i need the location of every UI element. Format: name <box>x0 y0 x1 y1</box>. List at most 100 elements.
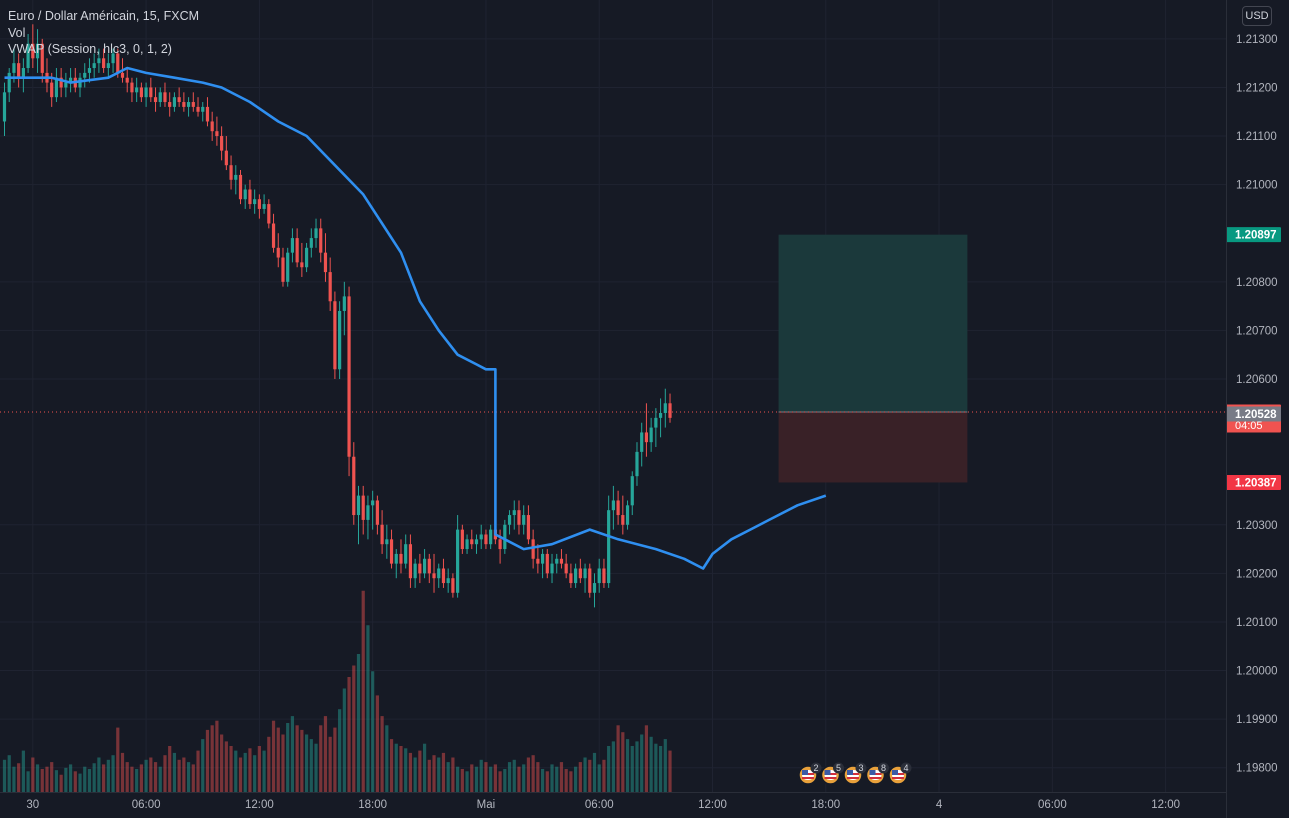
price-label-position: 1.20528 <box>1226 406 1281 422</box>
marker-count-badge <box>900 762 912 774</box>
volume-bar <box>507 762 512 792</box>
volume-bar <box>654 743 658 792</box>
volume-indicator-label[interactable]: Vol <box>8 25 26 40</box>
marker-count-badge <box>855 762 867 774</box>
volume-bar <box>35 764 40 792</box>
event-marker-0[interactable]: 2 <box>798 762 822 785</box>
candle-body <box>12 63 16 73</box>
price-axis[interactable]: 1.21300 1.21200 1.21100 1.21000 1.20800 1.207… <box>1236 34 1278 775</box>
candle-body <box>68 77 73 83</box>
candle-body <box>31 43 35 59</box>
candle-body <box>352 456 356 516</box>
price-tick-label: 1.21000 <box>1236 180 1278 192</box>
target-zone <box>778 234 968 413</box>
volume-bar <box>177 759 181 792</box>
symbol-title[interactable]: Euro / Dollar Américain, 15, FXCM <box>8 9 200 23</box>
volume-bar <box>371 671 375 792</box>
candle-body <box>597 568 601 584</box>
event-markers[interactable]: 2 5 3 8 4 <box>798 762 912 785</box>
volume-bar <box>149 757 153 792</box>
candle-body <box>484 534 488 545</box>
candle-body <box>290 238 295 253</box>
volume-bar <box>347 677 351 792</box>
candle-body <box>517 510 521 525</box>
currency-button[interactable]: USD <box>1242 6 1272 26</box>
candle-body <box>17 63 21 78</box>
marker-count-badge <box>878 762 889 774</box>
volume-bar <box>215 720 219 792</box>
volume-bar <box>602 759 606 792</box>
time-axis-divider <box>0 792 1226 793</box>
candle-body <box>224 150 228 166</box>
candle-body <box>418 563 422 574</box>
volume-bar <box>517 766 521 792</box>
candle-body <box>635 451 639 477</box>
price-label-bg <box>1226 227 1281 243</box>
position-tool[interactable] <box>0 234 1226 483</box>
volume-bar <box>437 757 441 792</box>
volume-bar <box>413 757 417 792</box>
candle-body <box>286 252 290 282</box>
volume-bar <box>422 743 427 792</box>
time-tick-label: 06:00 <box>1038 799 1067 811</box>
volume-bar <box>139 764 143 792</box>
price-label-bg <box>1226 474 1281 490</box>
volume-bar <box>59 774 63 792</box>
candle-body <box>347 296 351 457</box>
candle-body <box>92 63 96 69</box>
price-tick-label: 1.20100 <box>1236 617 1278 629</box>
price-tick-label: 1.20000 <box>1236 666 1278 678</box>
candlestick-series <box>2 24 672 608</box>
candle-body <box>408 544 413 579</box>
volume-bar <box>404 748 408 792</box>
candle-body <box>607 510 611 584</box>
candle-body <box>611 500 615 511</box>
candle-body <box>139 87 143 98</box>
candle-body <box>460 529 464 550</box>
candle-body <box>574 568 578 584</box>
volume-bar <box>456 766 460 792</box>
candle-body <box>399 553 403 564</box>
candle-body <box>83 72 87 78</box>
volume-bar <box>616 725 620 792</box>
event-marker-1[interactable]: 5 <box>820 762 845 785</box>
volume-bar <box>262 750 266 792</box>
candle-body <box>588 568 592 593</box>
candle-body <box>479 534 483 540</box>
candle-body <box>210 121 214 132</box>
volume-bar <box>389 739 394 792</box>
candle-body <box>654 417 658 428</box>
candle-body <box>522 515 526 525</box>
volume-bar <box>394 743 398 792</box>
volume-bar <box>31 757 35 792</box>
volume-bar <box>319 725 323 792</box>
candle-body <box>220 136 224 151</box>
volume-bar <box>304 734 309 792</box>
event-marker-3[interactable]: 8 <box>865 762 890 785</box>
volume-bar <box>545 771 549 792</box>
candle-body <box>153 97 158 103</box>
volume-bar <box>663 739 667 792</box>
time-axis[interactable]: 30 06:00 12:00 18:00 Mai 06:00 12:00 18:00 4 06:0… <box>26 799 1180 811</box>
candle-body <box>21 68 25 78</box>
volume-bar <box>489 766 493 792</box>
volume-bar <box>625 739 630 792</box>
volume-bar <box>323 716 328 792</box>
volume-bar <box>78 773 82 792</box>
price-tick-label: 1.20200 <box>1236 568 1278 580</box>
event-marker-4[interactable]: 4 <box>888 762 912 785</box>
volume-bar <box>253 755 257 792</box>
us-flag-icon <box>892 770 904 780</box>
candle-body <box>451 578 455 593</box>
candle-body <box>281 257 285 282</box>
candle-body <box>474 539 479 545</box>
flag-stripe <box>847 777 859 779</box>
vwap-indicator-label[interactable]: VWAP (Session, hlc3, 0, 1, 2) <box>8 42 172 56</box>
candle-body <box>569 573 573 584</box>
event-marker-2[interactable]: 3 <box>843 762 867 785</box>
volume-bar <box>342 688 346 792</box>
volume-bar <box>314 743 318 792</box>
volume-bar <box>333 727 337 792</box>
